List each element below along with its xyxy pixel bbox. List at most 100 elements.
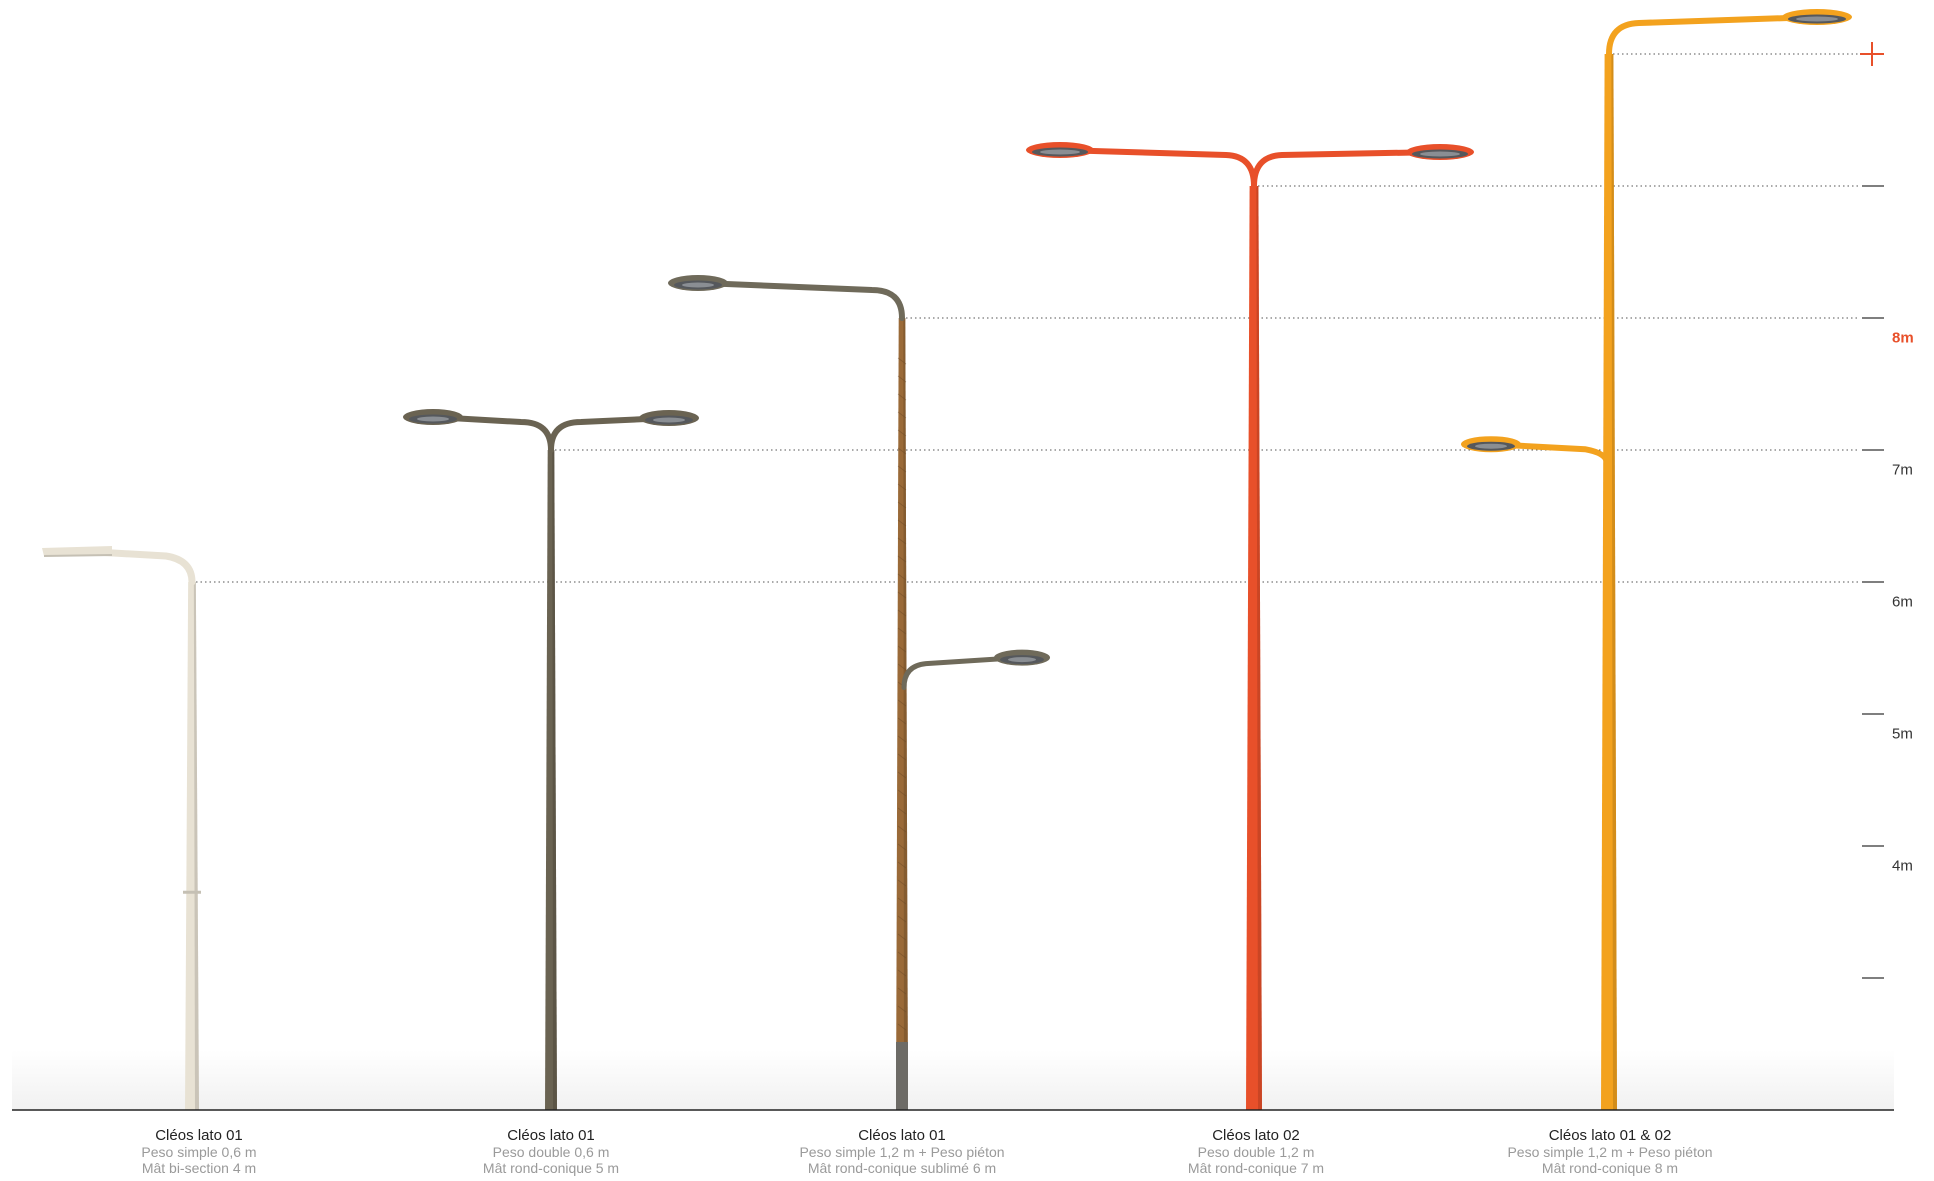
scale-label-8m: 8m xyxy=(1892,329,1914,347)
pole-2 xyxy=(403,409,699,1110)
wood-grain xyxy=(897,879,907,887)
pole-4 xyxy=(1026,142,1474,1110)
pole-3 xyxy=(668,275,1050,1110)
arm-right xyxy=(548,415,672,453)
pole-1 xyxy=(42,546,201,1110)
lantern-lens-highlight xyxy=(1796,16,1838,22)
pole-title: Cléos lato 01 xyxy=(155,1127,243,1144)
caption-pole-3: Cléos lato 01 Peso simple 1,2 m + Peso p… xyxy=(702,1127,1102,1177)
wood-grain xyxy=(897,357,907,365)
lantern-pedestrian xyxy=(994,649,1050,666)
arm-right xyxy=(1251,149,1443,189)
wood-grain xyxy=(897,519,907,527)
wood-grain xyxy=(897,969,907,977)
mast-shading xyxy=(1611,54,1617,1110)
mast-base xyxy=(896,1042,908,1110)
wood-grain xyxy=(897,555,907,563)
pole-mast: Mât rond-conique sublimé 6 m xyxy=(807,1160,997,1176)
lantern-main xyxy=(1782,9,1852,25)
scale-label-7m: 7m xyxy=(1892,461,1913,479)
scale-label-5m: 5m xyxy=(1892,725,1913,743)
lantern-lens-highlight xyxy=(1475,443,1507,449)
wood-grain xyxy=(897,501,907,509)
wood-grain xyxy=(897,843,907,851)
wood-grain xyxy=(897,465,907,473)
wood-grain xyxy=(897,987,907,995)
caption-pole-4: Cléos lato 02 Peso double 1,2 m Mât rond… xyxy=(1056,1127,1456,1177)
wood-grain xyxy=(897,591,907,599)
wood-grain xyxy=(897,771,907,779)
scale-label-6m: 6m xyxy=(1892,593,1913,611)
wood-grain xyxy=(897,663,907,671)
wood-grain xyxy=(897,411,907,419)
lantern-flat-edge xyxy=(43,554,113,557)
height-scale xyxy=(1860,42,1884,979)
pole-5 xyxy=(1461,9,1852,1110)
wood-grain xyxy=(897,699,907,707)
arm-main xyxy=(699,280,905,321)
pole-title: Cléos lato 02 xyxy=(1212,1127,1300,1144)
lantern-lens-highlight xyxy=(1420,151,1460,157)
wood-grain xyxy=(897,933,907,941)
arm-left xyxy=(1057,147,1257,189)
pole-mast: Mât rond-conique 8 m xyxy=(1541,1160,1679,1176)
pole-lantern: Peso double 1,2 m xyxy=(1197,1144,1315,1160)
mast-shading xyxy=(552,450,557,1110)
lantern-right xyxy=(1406,144,1474,160)
caption-pole-2: Cléos lato 01 Peso double 0,6 m Mât rond… xyxy=(351,1127,751,1177)
lantern-flat xyxy=(42,546,112,556)
wood-grain xyxy=(897,1023,907,1031)
wood-grain xyxy=(897,1005,907,1013)
pole-mast: Mât rond-conique 5 m xyxy=(482,1160,620,1176)
caption-pole-5: Cléos lato 01 & 02 Peso simple 1,2 m + P… xyxy=(1410,1127,1810,1177)
wood-grain xyxy=(897,789,907,797)
pole-title: Cléos lato 01 xyxy=(507,1127,595,1144)
wood-grain xyxy=(897,609,907,617)
lantern-main xyxy=(668,275,728,291)
pole-title: Cléos lato 01 xyxy=(858,1127,946,1144)
wood-grain xyxy=(897,429,907,437)
pole-lantern: Peso simple 1,2 m + Peso piéton xyxy=(799,1144,1005,1160)
scale-label-4m: 4m xyxy=(1892,857,1913,875)
lantern-lens-highlight xyxy=(653,417,685,423)
wood-grain xyxy=(897,537,907,545)
arm-secondary xyxy=(1488,441,1610,467)
wood-grain xyxy=(897,645,907,653)
lantern-lens-highlight xyxy=(1008,657,1036,663)
pole-lantern: Peso simple 0,6 m xyxy=(141,1144,257,1160)
mast-shading xyxy=(193,582,199,1110)
lantern-lens-highlight xyxy=(417,416,449,422)
pole-lantern: Peso double 0,6 m xyxy=(492,1144,610,1160)
wood-grain xyxy=(897,861,907,869)
lantern-lens-highlight xyxy=(682,282,714,288)
arm-pedestrian xyxy=(901,655,1023,691)
caption-pole-1: Cléos lato 01 Peso simple 0,6 m Mât bi-s… xyxy=(0,1127,399,1177)
mast-shading xyxy=(903,318,908,1110)
wood-grain xyxy=(897,483,907,491)
height-guides xyxy=(196,53,1860,583)
lantern-secondary xyxy=(1461,436,1521,453)
wood-grain xyxy=(897,753,907,761)
wood-grain xyxy=(897,825,907,833)
wood-grain xyxy=(897,807,907,815)
wood-grain xyxy=(897,573,907,581)
lantern-right xyxy=(639,410,699,426)
arm-left xyxy=(92,548,196,586)
wood-grain xyxy=(897,393,907,401)
lantern-lens-highlight xyxy=(1040,149,1080,155)
wood-grain xyxy=(897,897,907,905)
pole-lantern: Peso simple 1,2 m + Peso piéton xyxy=(1507,1144,1713,1160)
wood-grain xyxy=(897,951,907,959)
wood-grain xyxy=(897,375,907,383)
floor-shadow xyxy=(12,1050,1894,1110)
mast-shading xyxy=(1256,186,1262,1110)
arm-main xyxy=(1606,14,1820,57)
pole-mast: Mât rond-conique 7 m xyxy=(1187,1160,1325,1176)
poles-group xyxy=(42,9,1852,1110)
wood-grain xyxy=(897,735,907,743)
wood-grain xyxy=(897,915,907,923)
pole-title: Cléos lato 01 & 02 xyxy=(1548,1127,1672,1144)
pole-mast: Mât bi-section 4 m xyxy=(141,1160,257,1176)
